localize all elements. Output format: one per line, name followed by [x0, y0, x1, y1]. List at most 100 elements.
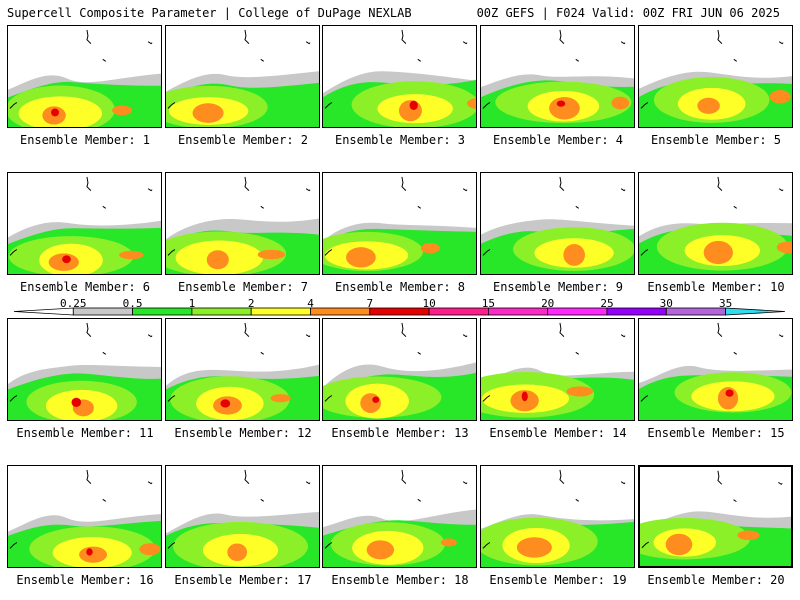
coastline-line: [620, 188, 626, 192]
ensemble-panel-4[interactable]: [480, 25, 635, 128]
coastline-line: [401, 176, 407, 191]
ensemble-panel-10[interactable]: [638, 172, 793, 275]
ensemble-panel-20[interactable]: [638, 465, 793, 568]
ensemble-panel-1[interactable]: [7, 25, 162, 128]
contour-orange: [611, 96, 630, 110]
ensemble-member-label: Ensemble Member: 11: [16, 426, 154, 440]
ensemble-panel-7[interactable]: [165, 172, 320, 275]
coastline-line: [559, 322, 565, 337]
contour-orange: [549, 96, 580, 120]
ensemble-panel-5[interactable]: [638, 25, 793, 128]
colorbar-segment: [191, 307, 252, 316]
coastline-line: [417, 58, 421, 62]
page-title: Supercell Composite Parameter | College …: [7, 6, 412, 20]
coastline-line: [324, 542, 333, 549]
ensemble-member-label: Ensemble Member: 12: [174, 426, 312, 440]
colorbar-tick-label: 4: [307, 297, 314, 310]
coastline-line: [575, 498, 579, 502]
coastline-line: [260, 205, 264, 209]
ensemble-member-label: Ensemble Member: 13: [331, 426, 469, 440]
colorbar-segment: [369, 307, 430, 316]
contour-orange: [440, 538, 457, 547]
contour-orange: [192, 103, 224, 123]
colorbar-tick-label: 2: [247, 297, 255, 310]
coastline-line: [482, 102, 491, 109]
ensemble-panel-18[interactable]: [322, 465, 477, 568]
ensemble-panel-13[interactable]: [322, 318, 477, 421]
contour-red: [521, 391, 528, 402]
contour-orange: [467, 98, 476, 110]
coastline-line: [778, 481, 783, 485]
coastline-line: [559, 176, 565, 191]
ensemble-member-label: Ensemble Member: 3: [334, 133, 466, 147]
coastline-line: [640, 395, 649, 402]
coastline-line: [482, 395, 491, 402]
coastline-line: [244, 322, 250, 337]
coastline-line: [717, 322, 723, 337]
coastline-line: [733, 58, 737, 62]
coastline-line: [244, 176, 250, 191]
scp-map: [8, 29, 161, 127]
coastline-line: [575, 58, 579, 62]
coastline-line: [147, 188, 153, 192]
ensemble-panel-8[interactable]: [322, 172, 477, 275]
coastline-line: [401, 469, 407, 484]
ensemble-panel-19[interactable]: [480, 465, 635, 568]
ensemble-panel-15[interactable]: [638, 318, 793, 421]
ensemble-panel-6[interactable]: [7, 172, 162, 275]
scp-map: [166, 176, 319, 274]
contour-red: [409, 100, 418, 110]
coastline-line: [102, 498, 106, 502]
coastline-line: [417, 498, 421, 502]
coastline-line: [167, 249, 176, 256]
ensemble-panel-17[interactable]: [165, 465, 320, 568]
ensemble-panel-11[interactable]: [7, 318, 162, 421]
scp-map: [8, 469, 161, 567]
ensemble-panel-2[interactable]: [165, 25, 320, 128]
colorbar-tick-label: 35: [718, 297, 733, 310]
coastline-line: [733, 499, 737, 503]
coastline-line: [482, 249, 491, 256]
colorbar-segment: [547, 307, 608, 316]
ensemble-panel-14[interactable]: [480, 318, 635, 421]
coastline-line: [324, 102, 333, 109]
coastline-line: [462, 481, 468, 485]
colorbar-tick-label: 0.25: [60, 297, 87, 310]
coastline-line: [167, 395, 176, 402]
contour-orange: [360, 393, 381, 413]
coastline-line: [244, 29, 250, 44]
contour-red: [51, 108, 59, 117]
coastline-line: [260, 351, 264, 355]
coastline-line: [640, 102, 649, 109]
scp-map: [166, 29, 319, 127]
scp-map: [166, 322, 319, 420]
ensemble-panel-9[interactable]: [480, 172, 635, 275]
ensemble-panel-16[interactable]: [7, 465, 162, 568]
ensemble-member-label: Ensemble Member: 18: [331, 573, 469, 587]
contour-orange: [79, 546, 107, 563]
colorbar-tick-label: 1: [188, 297, 196, 310]
scp-map: [481, 176, 634, 274]
contour-orange: [257, 249, 286, 260]
scp-map: [166, 469, 319, 567]
scp-map: [8, 176, 161, 274]
scp-map: [323, 176, 476, 274]
coastline-line: [559, 29, 565, 44]
contour-red: [372, 396, 380, 403]
coastline-line: [778, 188, 784, 192]
coastline-line: [147, 481, 153, 485]
contour-orange: [516, 537, 552, 558]
contour-orange: [366, 540, 395, 560]
coastline-line: [9, 249, 18, 256]
coastline-line: [733, 205, 737, 209]
ensemble-member-label: Ensemble Member: 9: [492, 280, 624, 294]
ensemble-panel-3[interactable]: [322, 25, 477, 128]
colorbar-tick-label: 15: [481, 297, 496, 310]
colorbar-segment: [250, 307, 311, 316]
coastline-line: [733, 351, 737, 355]
colorbar-tick-label: 25: [600, 297, 614, 310]
coastline-line: [462, 188, 468, 192]
contour-red: [86, 548, 93, 556]
ensemble-member-label: Ensemble Member: 19: [489, 573, 627, 587]
ensemble-panel-12[interactable]: [165, 318, 320, 421]
